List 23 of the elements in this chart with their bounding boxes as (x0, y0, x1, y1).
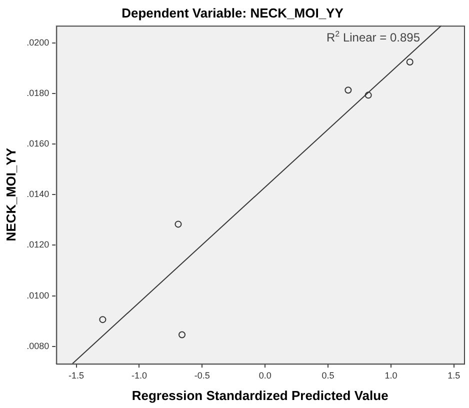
y-tick-label: .0080 (26, 340, 50, 351)
point (178, 331, 186, 338)
x-tick-label: -1.0 (131, 370, 147, 380)
point (406, 58, 414, 66)
y-tick-label: .0140 (26, 189, 50, 200)
point (364, 92, 372, 99)
x-tick-label: 1.0 (384, 370, 398, 380)
point (99, 316, 106, 324)
y-tick-label: .0100 (26, 290, 50, 300)
y-tick-label: .0200 (26, 37, 50, 48)
chart-title: Dependent Variable: NECK_MOI_YY (122, 5, 344, 20)
x-tick-label: -0.5 (194, 370, 210, 380)
y-axis-title: NECK_MOI_YY (3, 148, 18, 242)
point (344, 86, 352, 94)
x-tick-label: 0.0 (258, 370, 272, 380)
x-tick-label: 1.5 (448, 370, 460, 380)
x-tick-label: -1.5 (68, 370, 84, 380)
x-tick-label: 0.5 (322, 370, 334, 380)
y-tick-label: .0120 (26, 240, 50, 250)
point (174, 220, 182, 228)
y-tick-label: .0160 (26, 138, 50, 148)
x-axis-title: Regression Standardized Predicted Value (132, 388, 388, 403)
y-tick-label: .0180 (26, 88, 50, 98)
